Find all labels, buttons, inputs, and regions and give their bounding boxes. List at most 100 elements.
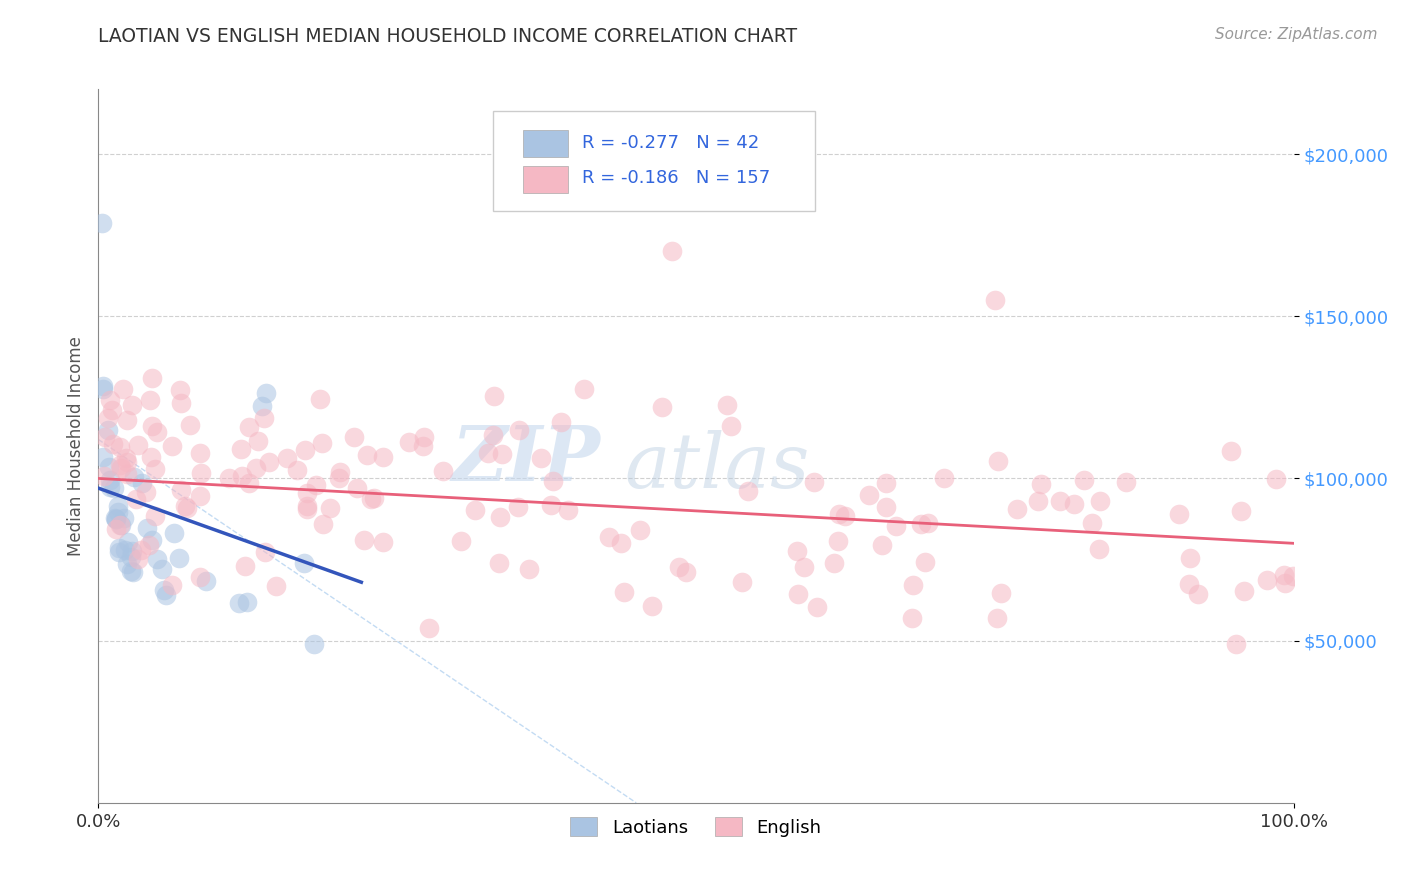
Point [787,587,810,601]
Point [1026,494,1049,508]
Point [295,501,318,516]
Point [884,518,907,533]
Point [329,466,352,480]
Point [737,484,759,499]
Y-axis label: Median Household Income: Median Household Income [66,336,84,556]
Point [115,557,138,571]
Point [190,466,212,480]
Point [235,594,257,608]
Point [482,389,505,403]
Point [231,469,253,483]
Point [412,430,434,444]
Point [90,216,112,230]
Point [932,471,955,485]
Point [806,600,828,615]
Point [98,393,121,408]
Point [98,480,121,494]
Point [121,398,143,412]
Point [108,545,131,559]
Point [572,383,595,397]
Point [117,413,139,427]
Point [530,451,553,466]
FancyBboxPatch shape [523,130,568,157]
Point [901,578,924,592]
Point [450,533,472,548]
Point [1087,541,1109,556]
Point [131,475,153,490]
Point [668,559,690,574]
Point [834,508,856,523]
Point [264,579,287,593]
Point [104,511,127,525]
Text: R = -0.277   N = 42: R = -0.277 N = 42 [582,134,759,152]
Point [108,517,131,532]
Point [115,467,138,481]
Point [160,578,183,592]
Point [141,370,163,384]
Point [312,517,335,532]
Point [112,382,135,396]
Point [550,415,572,429]
FancyBboxPatch shape [523,166,568,193]
Point [305,477,328,491]
Point [311,435,333,450]
Point [105,511,128,525]
Point [100,473,122,487]
Point [328,470,350,484]
Point [398,434,420,449]
Point [117,534,139,549]
Text: R = -0.186   N = 157: R = -0.186 N = 157 [582,169,770,187]
Point [343,430,366,444]
Point [170,396,193,410]
Point [517,562,540,576]
Point [110,517,132,532]
Point [353,533,375,548]
Point [870,538,893,552]
Point [120,564,142,578]
Point [108,541,131,556]
Point [145,552,167,566]
Point [488,556,510,570]
Point [356,448,378,462]
Point [101,403,124,417]
Point [1088,494,1111,508]
Point [858,488,880,502]
Point [1178,577,1201,591]
Point [188,489,211,503]
Point [786,544,808,558]
Point [675,565,697,579]
Point [346,481,368,495]
Point [508,423,530,437]
Point [103,436,125,450]
Point [990,586,1012,600]
Point [302,637,325,651]
Point [135,521,157,535]
Point [543,474,565,488]
Point [139,392,162,407]
Point [557,503,579,517]
Point [188,569,211,583]
Point [875,500,897,515]
Point [125,492,148,507]
Point [247,434,270,448]
Point [146,425,169,439]
Point [1073,473,1095,487]
Point [169,383,191,397]
Text: Source: ZipAtlas.com: Source: ZipAtlas.com [1215,27,1378,42]
Point [108,440,131,454]
Point [294,442,316,457]
Point [254,385,277,400]
Point [1080,516,1102,531]
Point [506,500,529,514]
Point [107,499,129,513]
Point [1233,584,1256,599]
Point [276,450,298,465]
Point [1256,573,1278,587]
Point [195,574,218,589]
Point [121,543,143,558]
Point [412,439,434,453]
Point [360,491,382,506]
Point [163,526,186,541]
Point [731,575,754,590]
Point [93,468,115,483]
